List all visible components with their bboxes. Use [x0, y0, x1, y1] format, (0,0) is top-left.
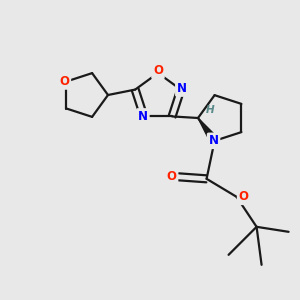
Text: N: N — [138, 110, 148, 123]
Text: N: N — [208, 134, 219, 147]
Text: O: O — [238, 190, 249, 203]
Text: H: H — [206, 105, 214, 115]
Text: N: N — [177, 82, 187, 95]
Text: O: O — [59, 75, 69, 88]
Polygon shape — [198, 118, 218, 143]
Text: O: O — [167, 170, 177, 183]
Text: O: O — [153, 64, 163, 77]
